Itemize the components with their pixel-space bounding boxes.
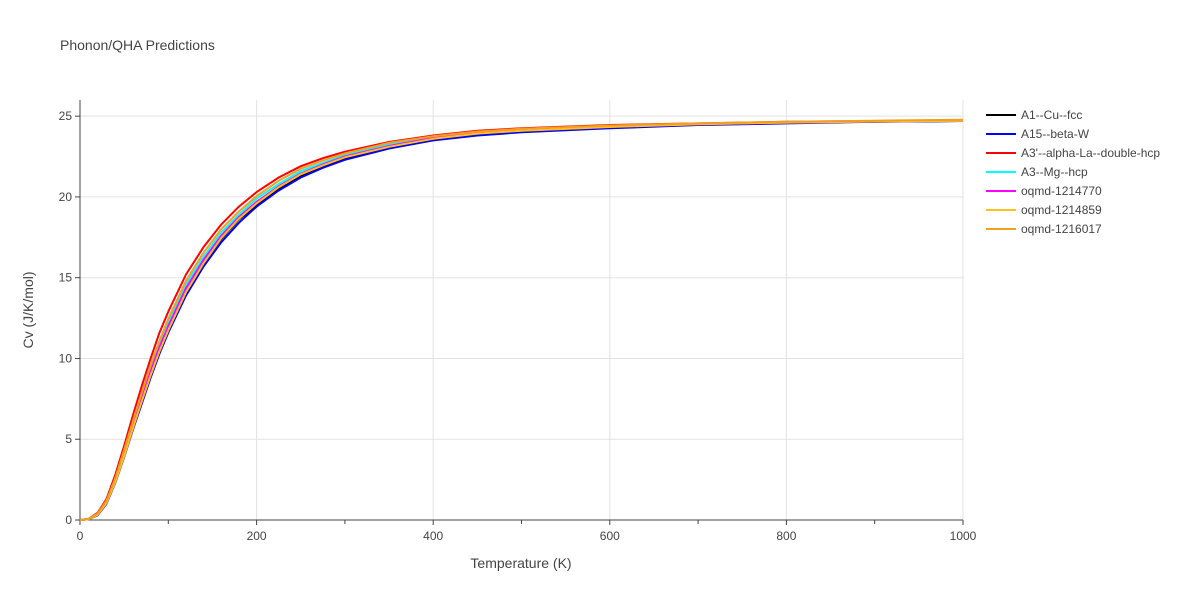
legend-item-0[interactable]: A1--Cu--fcc [986,108,1082,122]
series-line-2 [79,119,964,521]
legend-label: oqmd-1214770 [1021,184,1102,198]
x-tick-label: 200 [247,529,267,543]
legend-item-4[interactable]: oqmd-1214770 [986,184,1102,198]
series-line-5 [79,119,964,521]
x-tick-label: 1000 [950,529,977,543]
series-line-6 [79,118,964,521]
legend-item-3[interactable]: A3--Mg--hcp [986,165,1088,179]
series-line-4 [79,119,964,521]
series-line-0 [79,120,964,521]
x-axis-label: Temperature (K) [470,555,571,571]
y-tick-label: 15 [59,271,73,285]
legend-item-5[interactable]: oqmd-1214859 [986,203,1102,217]
series-line-1 [79,120,964,521]
series-lines [79,118,964,521]
legend-label: A3--Mg--hcp [1021,165,1088,179]
legend-label: A1--Cu--fcc [1021,108,1082,122]
legend-label: oqmd-1216017 [1021,222,1102,236]
legend-label: A15--beta-W [1021,127,1090,141]
x-tick-label: 400 [423,529,443,543]
axes: 0 200 400 600 800 1000 0 5 10 15 20 25 [59,100,977,543]
y-tick-label: 25 [59,109,73,123]
x-tick-label: 600 [600,529,620,543]
x-tick-label: 800 [776,529,796,543]
chart-title: Phonon/QHA Predictions [60,37,215,53]
y-axis-label: Cv (J/K/mol) [20,272,36,349]
legend-label: oqmd-1214859 [1021,203,1102,217]
legend-item-2[interactable]: A3'--alpha-La--double-hcp [986,146,1160,160]
legend-label: A3'--alpha-La--double-hcp [1021,146,1160,160]
legend[interactable]: A1--Cu--fcc A15--beta-W A3'--alpha-La--dou… [986,108,1160,236]
legend-item-6[interactable]: oqmd-1216017 [986,222,1102,236]
grid [80,100,964,520]
y-tick-label: 0 [65,513,72,527]
legend-item-1[interactable]: A15--beta-W [986,127,1090,141]
y-tick-label: 10 [59,351,73,365]
series-line-3 [79,119,964,521]
y-tick-label: 5 [65,432,72,446]
x-tick-label: 0 [77,529,84,543]
y-tick-label: 20 [59,190,73,204]
